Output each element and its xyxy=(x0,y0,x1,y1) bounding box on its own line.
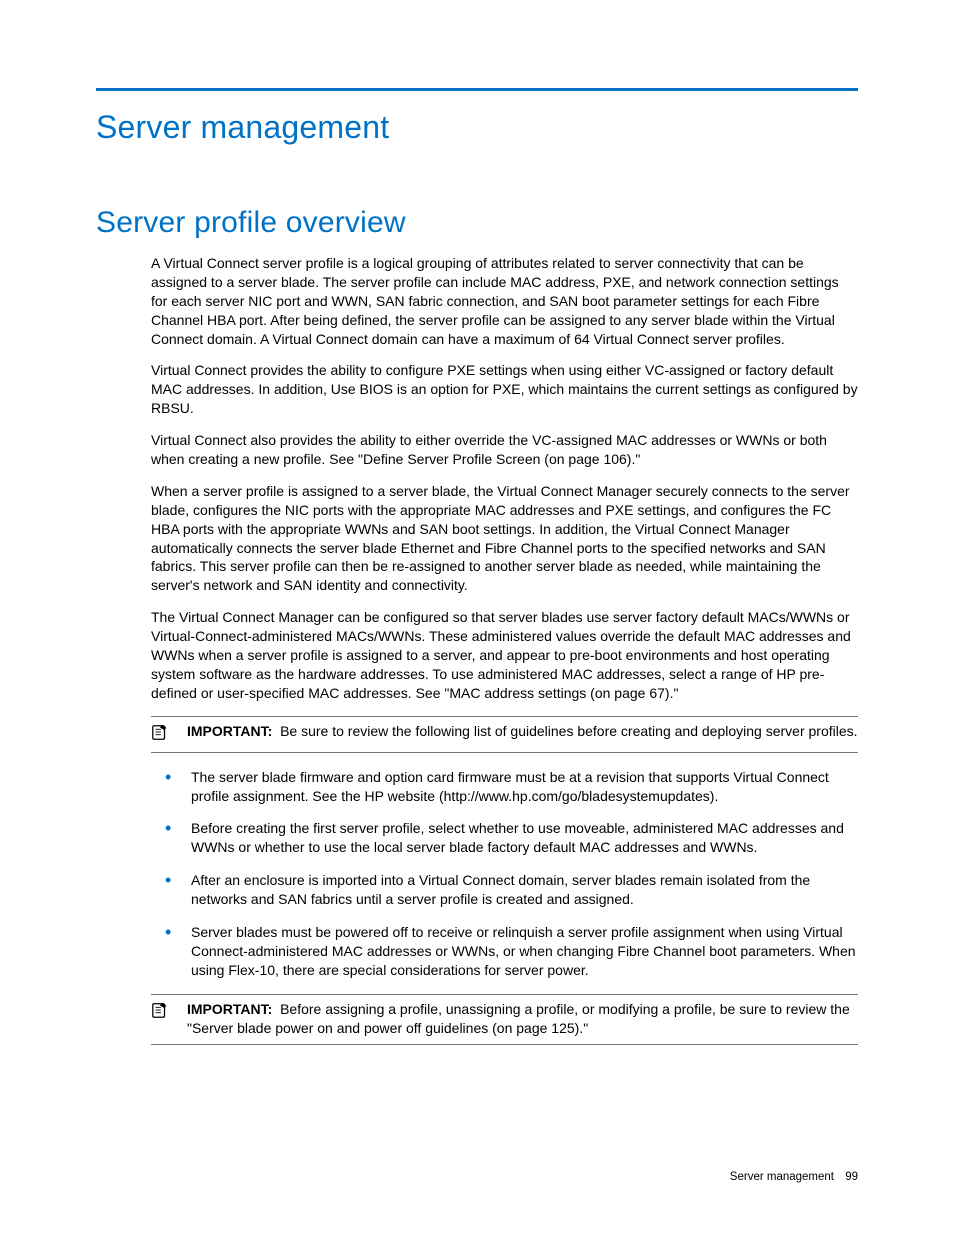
important-callout: IMPORTANT: Be sure to review the followi… xyxy=(151,716,858,753)
paragraph: The Virtual Connect Manager can be confi… xyxy=(151,608,858,702)
callout-body: Before assigning a profile, unassigning … xyxy=(187,1001,850,1036)
callout-text: IMPORTANT: Be sure to review the followi… xyxy=(187,722,858,741)
list-item: Before creating the first server profile… xyxy=(151,819,858,857)
top-rule xyxy=(96,88,858,91)
important-note-icon xyxy=(151,1000,169,1024)
footer-section: Server management xyxy=(730,1171,834,1183)
body-column: A Virtual Connect server profile is a lo… xyxy=(151,254,858,1045)
paragraph: Virtual Connect also provides the abilit… xyxy=(151,431,858,469)
callout-text: IMPORTANT: Before assigning a profile, u… xyxy=(187,1000,858,1038)
callout-label: IMPORTANT: xyxy=(187,1001,272,1017)
list-item: The server blade firmware and option car… xyxy=(151,768,858,806)
important-callout: IMPORTANT: Before assigning a profile, u… xyxy=(151,994,858,1045)
callout-body: Be sure to review the following list of … xyxy=(280,723,857,739)
guidelines-list: The server blade firmware and option car… xyxy=(151,768,858,980)
callout-label: IMPORTANT: xyxy=(187,723,272,739)
paragraph: A Virtual Connect server profile is a lo… xyxy=(151,254,858,348)
heading-2: Server profile overview xyxy=(96,206,858,240)
paragraph: Virtual Connect provides the ability to … xyxy=(151,361,858,418)
important-note-icon xyxy=(151,722,169,746)
paragraph: When a server profile is assigned to a s… xyxy=(151,482,858,595)
heading-1: Server management xyxy=(96,109,858,146)
list-item: After an enclosure is imported into a Vi… xyxy=(151,871,858,909)
list-item: Server blades must be powered off to rec… xyxy=(151,923,858,980)
page-content: Server management Server profile overvie… xyxy=(96,88,858,1060)
footer-page-number: 99 xyxy=(845,1171,858,1183)
page-footer: Server management 99 xyxy=(730,1171,858,1183)
